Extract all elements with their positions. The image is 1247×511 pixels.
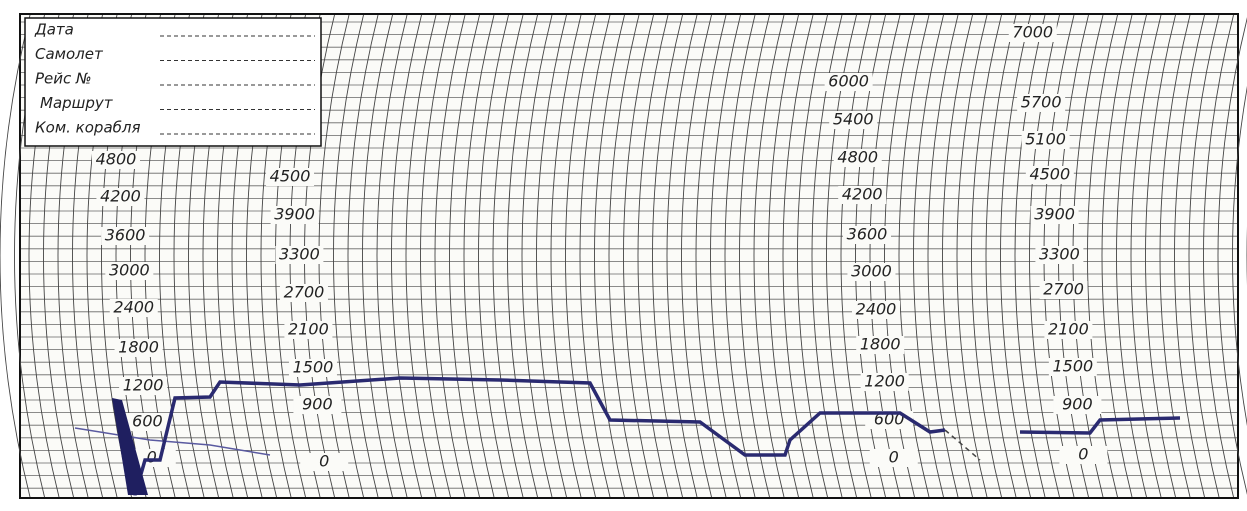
scale-label: 3600	[105, 226, 146, 245]
form-label: Маршрут	[40, 94, 114, 112]
form-label: Самолет	[35, 45, 104, 63]
scale-label: 1500	[293, 358, 334, 377]
scale-label: 2700	[284, 283, 325, 302]
scale-label: 3300	[279, 245, 320, 264]
scale-label: 600	[132, 412, 163, 431]
scale-label: 2100	[1048, 320, 1089, 339]
scale-label: 4800	[96, 150, 137, 169]
scale-label: 4500	[1029, 165, 1070, 184]
scale-label: 2400	[113, 298, 154, 317]
scale-label: 7000	[1012, 23, 1053, 42]
scale-label: 0	[1078, 445, 1088, 464]
scale-label: 2700	[1043, 280, 1084, 299]
scale-label: 4200	[842, 185, 883, 204]
scale-label: 5100	[1025, 130, 1066, 149]
scale-label: 5400	[833, 110, 874, 129]
scale-label: 5700	[1021, 93, 1062, 112]
scale-label: 1200	[123, 376, 164, 395]
scale-label: 900	[1062, 395, 1093, 414]
scale-label: 6000	[828, 72, 869, 91]
scale-label: 0	[889, 448, 899, 467]
scale-label: 4500	[270, 167, 311, 186]
scale-label: 1800	[118, 338, 159, 357]
scale-label: 3000	[109, 261, 150, 280]
form-label: Ком. корабля	[35, 119, 141, 137]
form-label: Дата	[34, 21, 74, 39]
form-label: Рейс №	[35, 70, 92, 88]
scale-label: 2100	[288, 320, 329, 339]
barogram: 4800420036003000240018001200600070005700…	[0, 0, 1247, 511]
scale-label: 0	[147, 448, 157, 467]
scale-label: 3300	[1039, 245, 1080, 264]
scale-label: 0	[319, 452, 329, 471]
scale-label: 1800	[860, 335, 901, 354]
scale-label: 1200	[864, 372, 905, 391]
scale-label: 4200	[100, 187, 141, 206]
scale-label: 4800	[837, 148, 878, 167]
scale-label: 3000	[851, 262, 892, 281]
scale-label: 2400	[856, 300, 897, 319]
page: 4800420036003000240018001200600070005700…	[0, 0, 1247, 511]
scale-label: 1500	[1052, 357, 1093, 376]
scale-label: 900	[302, 395, 333, 414]
scale-label: 3900	[1034, 205, 1075, 224]
scale-label: 3900	[274, 205, 315, 224]
scale-label: 3600	[847, 225, 888, 244]
